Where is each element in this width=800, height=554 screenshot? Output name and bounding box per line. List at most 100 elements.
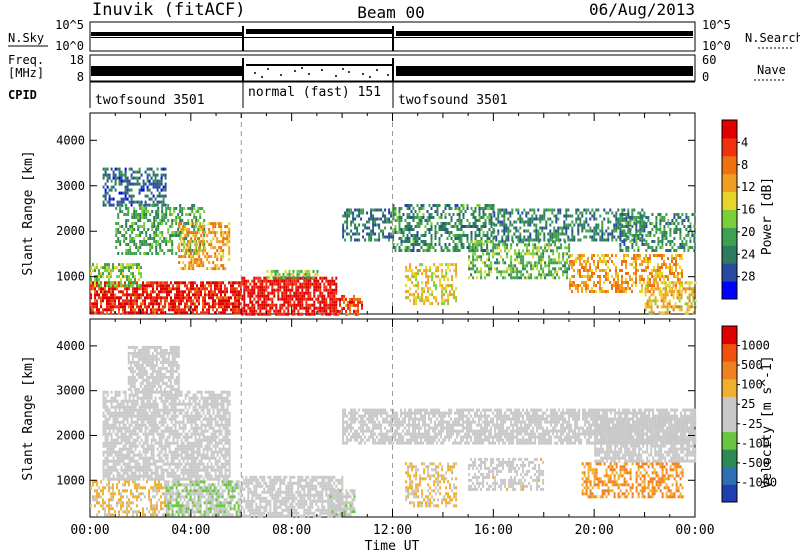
heatmap-cell [166,281,168,285]
heatmap-cell [374,238,377,242]
heatmap-cell [157,228,160,231]
heatmap-cell [302,272,305,276]
heatmap-cell [564,264,567,268]
heatmap-cell [253,288,256,292]
heatmap-cell [92,308,94,312]
heatmap-cell [444,231,447,234]
heatmap-cell [522,255,525,259]
heatmap-cell [589,266,591,269]
heatmap-cell [165,480,168,484]
heatmap-cell [514,249,517,253]
heatmap-cell [135,216,138,219]
heatmap-cell [224,231,227,235]
heatmap-cell [405,269,408,273]
heatmap-cell [569,284,571,287]
heatmap-cell [125,219,128,222]
heatmap-cell [431,275,434,279]
heatmap-cell [474,234,477,237]
heatmap-cell [355,309,357,313]
heatmap-cell [629,228,632,231]
heatmap-cell [131,240,134,243]
heatmap-cell [635,226,638,230]
heatmap-cell [591,254,593,257]
heatmap-cell [199,486,202,490]
heatmap-cell [117,252,120,255]
heatmap-cell [98,272,100,276]
heatmap-cell [455,272,458,276]
heatmap-cell [187,213,190,216]
heatmap-cell [229,507,232,511]
heatmap-cell [633,254,635,257]
heatmap-cell [607,211,610,215]
heatmap-cell [164,486,166,490]
heatmap-cell [229,501,232,505]
heatmap-cell [154,504,156,508]
heatmap-cell [191,489,194,493]
heatmap-cell [263,312,266,316]
heatmap-cell [532,252,535,256]
heatmap-cell [214,234,217,238]
heatmap-cell [119,210,122,213]
heatmap-cell [577,208,580,212]
heatmap-cell [448,231,451,234]
heatmap-cell [470,225,473,228]
heatmap-cell [488,228,491,231]
heatmap-cell [433,272,436,276]
heatmap-cell [615,214,618,218]
heatmap-cell [558,267,561,271]
heatmap-cell [198,293,200,297]
heatmap-cell [644,302,647,306]
heatmap-cell [134,495,136,499]
heatmap-cell [108,480,110,484]
heatmap-cell [245,279,248,283]
heatmap-cell [259,312,262,316]
heatmap-cell [155,249,158,252]
heatmap-cell [647,266,649,269]
heatmap-cell [668,299,671,303]
heatmap-cell [172,299,174,303]
heatmap-cell [100,272,102,276]
heatmap-cell [297,288,300,292]
heatmap-cell [548,240,551,244]
heatmap-cell [581,263,583,266]
heatmap-cell [440,246,443,249]
heatmap-cell [540,252,543,256]
heatmap-cell [583,281,585,284]
heatmap-cell [128,284,130,288]
heatmap-cell [425,266,428,270]
heatmap-cell [183,498,186,502]
heatmap-cell [126,287,128,291]
heatmap-cell [507,226,510,230]
heatmap-cell [224,290,226,294]
heatmap-cell [288,269,291,273]
heatmap-cell [527,238,530,242]
heatmap-cell [605,229,608,233]
heatmap-cell [208,261,211,265]
heatmap-cell [217,504,220,508]
heatmap-cell [132,510,134,514]
heatmap-cell [155,219,158,222]
heatmap-cell [514,258,517,262]
heatmap-cell [149,243,152,246]
heatmap-cell [562,273,565,277]
heatmap-cell [217,498,220,502]
heatmap-cell [651,246,654,249]
heatmap-cell [569,223,572,227]
heatmap-cell [149,219,152,222]
heatmap-cell [693,237,696,240]
heatmap-cell [220,240,223,244]
heatmap-cell [611,232,614,236]
heatmap-cell [190,290,192,294]
heatmap-cell [406,246,409,249]
heatmap-cell [303,279,306,283]
heatmap-cell [206,308,208,312]
heatmap-cell [96,299,98,303]
heatmap-cell [629,278,631,281]
heatmap-cell [160,501,162,505]
heatmap-cell [277,297,280,301]
heatmap-cell [639,290,641,293]
heatmap-cell [112,513,114,517]
heatmap-cell [398,225,401,228]
heatmap-cell [517,229,520,233]
heatmap-cell [160,296,162,300]
